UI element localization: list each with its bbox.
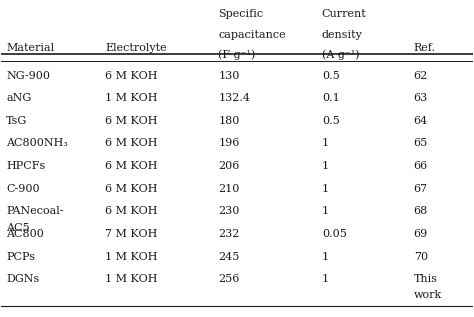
Text: 67: 67 [414,184,428,194]
Text: 130: 130 [218,70,239,81]
Text: 6 M KOH: 6 M KOH [105,139,157,148]
Text: 0.1: 0.1 [322,93,339,103]
Text: 232: 232 [218,229,239,239]
Text: AC800: AC800 [6,229,44,239]
Text: 6 M KOH: 6 M KOH [105,184,157,194]
Text: 0.5: 0.5 [322,116,339,126]
Text: Electrolyte: Electrolyte [105,42,167,53]
Text: 230: 230 [218,206,239,216]
Text: 6 M KOH: 6 M KOH [105,116,157,126]
Text: 245: 245 [218,251,239,262]
Text: HPCFs: HPCFs [6,161,46,171]
Text: 1: 1 [322,139,329,148]
Text: 6 M KOH: 6 M KOH [105,161,157,171]
Text: 206: 206 [218,161,239,171]
Text: DGNs: DGNs [6,274,39,284]
Text: 1 M KOH: 1 M KOH [105,93,157,103]
Text: 1: 1 [322,184,329,194]
Text: 1: 1 [322,251,329,262]
Text: 256: 256 [218,274,239,284]
Text: 64: 64 [414,116,428,126]
Text: 210: 210 [218,184,239,194]
Text: NG-900: NG-900 [6,70,50,81]
Text: (A g⁻¹): (A g⁻¹) [322,49,359,60]
Text: Material: Material [6,42,54,53]
Text: 1: 1 [322,274,329,284]
Text: 65: 65 [414,139,428,148]
Text: 69: 69 [414,229,428,239]
Text: C-900: C-900 [6,184,40,194]
Text: 132.4: 132.4 [218,93,250,103]
Text: 7 M KOH: 7 M KOH [105,229,157,239]
Text: 1 M KOH: 1 M KOH [105,251,157,262]
Text: PANecoal-: PANecoal- [6,206,64,216]
Text: 70: 70 [414,251,428,262]
Text: TsG: TsG [6,116,27,126]
Text: 6 M KOH: 6 M KOH [105,206,157,216]
Text: AC5: AC5 [6,223,30,233]
Text: 0.5: 0.5 [322,70,339,81]
Text: 62: 62 [414,70,428,81]
Text: 196: 196 [218,139,239,148]
Text: 0.05: 0.05 [322,229,346,239]
Text: 1: 1 [322,161,329,171]
Text: 1 M KOH: 1 M KOH [105,274,157,284]
Text: AC800NH₃: AC800NH₃ [6,139,68,148]
Text: work: work [414,290,442,301]
Text: 66: 66 [414,161,428,171]
Text: Specific: Specific [218,9,263,19]
Text: 68: 68 [414,206,428,216]
Text: 180: 180 [218,116,239,126]
Text: (F g⁻¹): (F g⁻¹) [218,49,255,60]
Text: Ref.: Ref. [414,42,436,53]
Text: aNG: aNG [6,93,31,103]
Text: PCPs: PCPs [6,251,35,262]
Text: 6 M KOH: 6 M KOH [105,70,157,81]
Text: density: density [322,30,363,40]
Text: Current: Current [322,9,366,19]
Text: capacitance: capacitance [218,30,286,40]
Text: 1: 1 [322,206,329,216]
Text: 63: 63 [414,93,428,103]
Text: This: This [414,274,438,284]
